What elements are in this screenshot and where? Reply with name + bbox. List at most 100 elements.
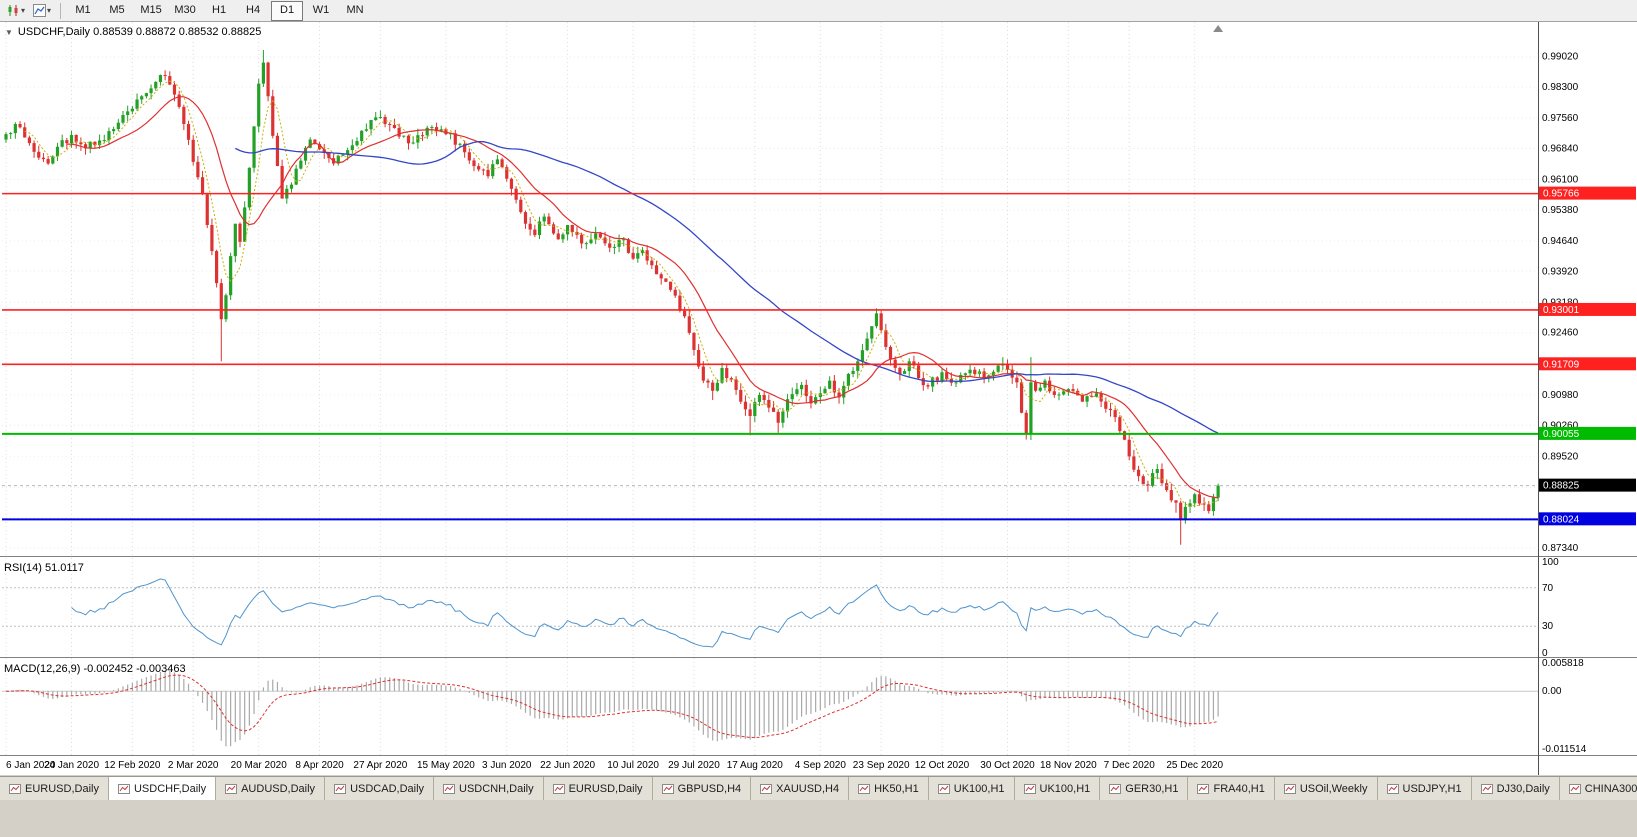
chart-tab-fra40-h1[interactable]: FRA40,H1 xyxy=(1188,777,1275,800)
price-axis-label: 0.90260 xyxy=(1542,420,1579,431)
macd-panel xyxy=(2,670,1538,747)
price-axis-label: 0.97560 xyxy=(1542,113,1579,124)
chart-tab-label: GBPUSD,H4 xyxy=(677,782,742,795)
timeframe-buttons-group: M1 M5 M15 M30 H1 H4 D1 W1 MN xyxy=(66,0,372,21)
date-axis-label: 23 Sep 2020 xyxy=(853,760,910,771)
mini-chart-icon xyxy=(1109,783,1122,794)
price-axis-label: 0.93180 xyxy=(1542,297,1579,308)
price-chart-canvas[interactable]: 0.99020 0.98300 0.97560 0.96840 0.96100 0.953… xyxy=(0,22,1637,775)
chart-tab-usdchf-daily[interactable]: USDCHF,Daily xyxy=(108,777,217,800)
timeframe-button-w1[interactable]: W1 xyxy=(312,3,330,16)
mini-chart-icon xyxy=(1023,783,1036,794)
chart-tab-eurusd-daily[interactable]: EURUSD,Daily xyxy=(543,777,653,800)
chart-type-button[interactable]: ▾ xyxy=(3,0,29,22)
chart-tab-label: GER30,H1 xyxy=(1125,782,1179,795)
chart-tab-label: HK50,H1 xyxy=(874,782,919,795)
mini-chart-icon xyxy=(937,783,950,794)
grid-layer xyxy=(2,22,1538,755)
moving-averages-layer xyxy=(24,80,1219,508)
date-axis-label: 30 Oct 2020 xyxy=(980,760,1035,771)
date-axis-label: 3 Jun 2020 xyxy=(482,760,532,771)
one-click-collapse-icon[interactable]: ▼ xyxy=(5,27,13,37)
timeframe-button-h4[interactable]: H4 xyxy=(246,3,261,16)
ma-14-line xyxy=(66,96,1219,499)
hline-price-label: 0.93001 xyxy=(1543,305,1580,316)
chart-tab-china300-h1[interactable]: CHINA300,H1 xyxy=(1559,777,1637,800)
chart-window[interactable]: 0.99020 0.98300 0.97560 0.96840 0.96100 0.953… xyxy=(0,22,1637,775)
chart-tab-xauusd-h4[interactable]: XAUUSD,H4 xyxy=(751,777,850,800)
macd-indicator-label: MACD(12,26,9) -0.002452 -0.003463 xyxy=(4,663,186,675)
chart-tab-uk100-h1[interactable]: UK100,H1 xyxy=(1014,777,1101,800)
date-axis-label: 6 Jan 2020 xyxy=(6,760,56,771)
chart-tabs-bar: EURUSD,Daily USDCHF,Daily AUDUSD,Daily USDC… xyxy=(0,776,1637,800)
mini-chart-icon xyxy=(661,783,674,794)
axes-layer: 0.99020 0.98300 0.97560 0.96840 0.96100 0.953… xyxy=(0,22,1637,775)
chart-tab-label: AUDUSD,Daily xyxy=(241,782,316,795)
chart-tab-label: USDCAD,Daily xyxy=(350,782,425,795)
chart-tab-ger30-h1[interactable]: GER30,H1 xyxy=(1100,777,1189,800)
date-axis-label: 15 May 2020 xyxy=(417,760,475,771)
horizontal-lines-layer[interactable] xyxy=(2,192,1538,521)
chart-tab-usoil-weekly[interactable]: USOil,Weekly xyxy=(1274,777,1378,800)
date-axis-label: 8 Apr 2020 xyxy=(295,760,344,771)
timeframe-button-m5[interactable]: M5 xyxy=(109,3,125,16)
date-axis-label: 25 Dec 2020 xyxy=(1166,760,1223,771)
chart-shift-marker[interactable] xyxy=(1213,25,1224,32)
date-axis-label: 18 Nov 2020 xyxy=(1040,760,1097,771)
chart-tab-dj30-daily[interactable]: DJ30,Daily xyxy=(1471,777,1560,800)
timeframe-button-h1[interactable]: H1 xyxy=(212,3,227,16)
chart-tab-usdcnh-daily[interactable]: USDCNH,Daily xyxy=(434,777,544,800)
hline-price-label: 0.95766 xyxy=(1543,189,1580,200)
candles-layer xyxy=(4,49,1220,545)
mini-chart-icon xyxy=(858,783,871,794)
chart-tab-eurusd-daily[interactable]: EURUSD,Daily xyxy=(0,777,109,800)
date-axis-label: 22 Jun 2020 xyxy=(540,760,595,771)
window-background xyxy=(0,800,1637,837)
chart-tab-usdjpy-h1[interactable]: USDJPY,H1 xyxy=(1377,777,1472,800)
mini-chart-icon xyxy=(1480,783,1493,794)
date-axis-label: 7 Dec 2020 xyxy=(1104,760,1156,771)
price-axis-label: 0.87340 xyxy=(1542,543,1579,554)
price-axis-label: 0.99020 xyxy=(1542,52,1579,63)
rsi-axis-label: 30 xyxy=(1542,621,1554,632)
price-axis-label: 0.92460 xyxy=(1542,328,1579,339)
price-axis-label: 0.94640 xyxy=(1542,236,1579,247)
price-axis-label: 0.93920 xyxy=(1542,266,1579,277)
price-axis-label: 0.96840 xyxy=(1542,143,1579,154)
chart-tab-label: USDCNH,Daily xyxy=(459,782,534,795)
macd-axis-label: 0.00 xyxy=(1542,686,1562,697)
chart-tab-label: EURUSD,Daily xyxy=(568,782,643,795)
chart-tab-label: EURUSD,Daily xyxy=(25,782,99,795)
chart-tab-gbpusd-h4[interactable]: GBPUSD,H4 xyxy=(652,777,752,800)
date-axis-label: 27 Apr 2020 xyxy=(353,760,407,771)
current-price-label: 0.88825 xyxy=(1543,481,1580,492)
chart-tab-label: UK100,H1 xyxy=(1039,782,1091,795)
chart-tab-label: USDCHF,Daily xyxy=(133,782,207,795)
timeframe-button-m30[interactable]: M30 xyxy=(174,3,196,16)
timeframe-button-m15[interactable]: M15 xyxy=(140,3,162,16)
hline-price-label: 0.90055 xyxy=(1543,429,1580,440)
rsi-axis-label: 100 xyxy=(1542,557,1559,568)
mini-chart-icon xyxy=(1283,783,1296,794)
chart-tab-uk100-h1[interactable]: UK100,H1 xyxy=(928,777,1015,800)
rsi-panel xyxy=(2,578,1538,648)
date-axis-label: 12 Feb 2020 xyxy=(104,760,161,771)
chart-tab-audusd-daily[interactable]: AUDUSD,Daily xyxy=(216,777,326,800)
timeframe-button-d1[interactable]: D1 xyxy=(271,0,304,21)
chart-tab-label: UK100,H1 xyxy=(953,782,1005,795)
hline-price-label: 0.88024 xyxy=(1543,514,1580,525)
date-axis-label: 20 Mar 2020 xyxy=(231,760,288,771)
timeframe-button-mn[interactable]: MN xyxy=(346,3,364,16)
price-axis-label: 0.95380 xyxy=(1542,205,1579,216)
chart-tab-hk50-h1[interactable]: HK50,H1 xyxy=(849,777,929,800)
rsi-axis-label: 0 xyxy=(1542,648,1548,659)
price-axis-label: 0.96100 xyxy=(1542,175,1579,186)
chart-templates-button[interactable]: ▾ xyxy=(29,0,55,22)
chart-tab-label: FRA40,H1 xyxy=(1213,782,1265,795)
line-chart-icon xyxy=(33,4,47,17)
chart-tab-usdcad-daily[interactable]: USDCAD,Daily xyxy=(325,777,435,800)
chart-tab-label: USOil,Weekly xyxy=(1299,782,1368,795)
hline-price-label: 0.91709 xyxy=(1543,359,1580,370)
price-axis-label: 0.89520 xyxy=(1542,451,1579,462)
timeframe-button-m1[interactable]: M1 xyxy=(75,3,91,16)
